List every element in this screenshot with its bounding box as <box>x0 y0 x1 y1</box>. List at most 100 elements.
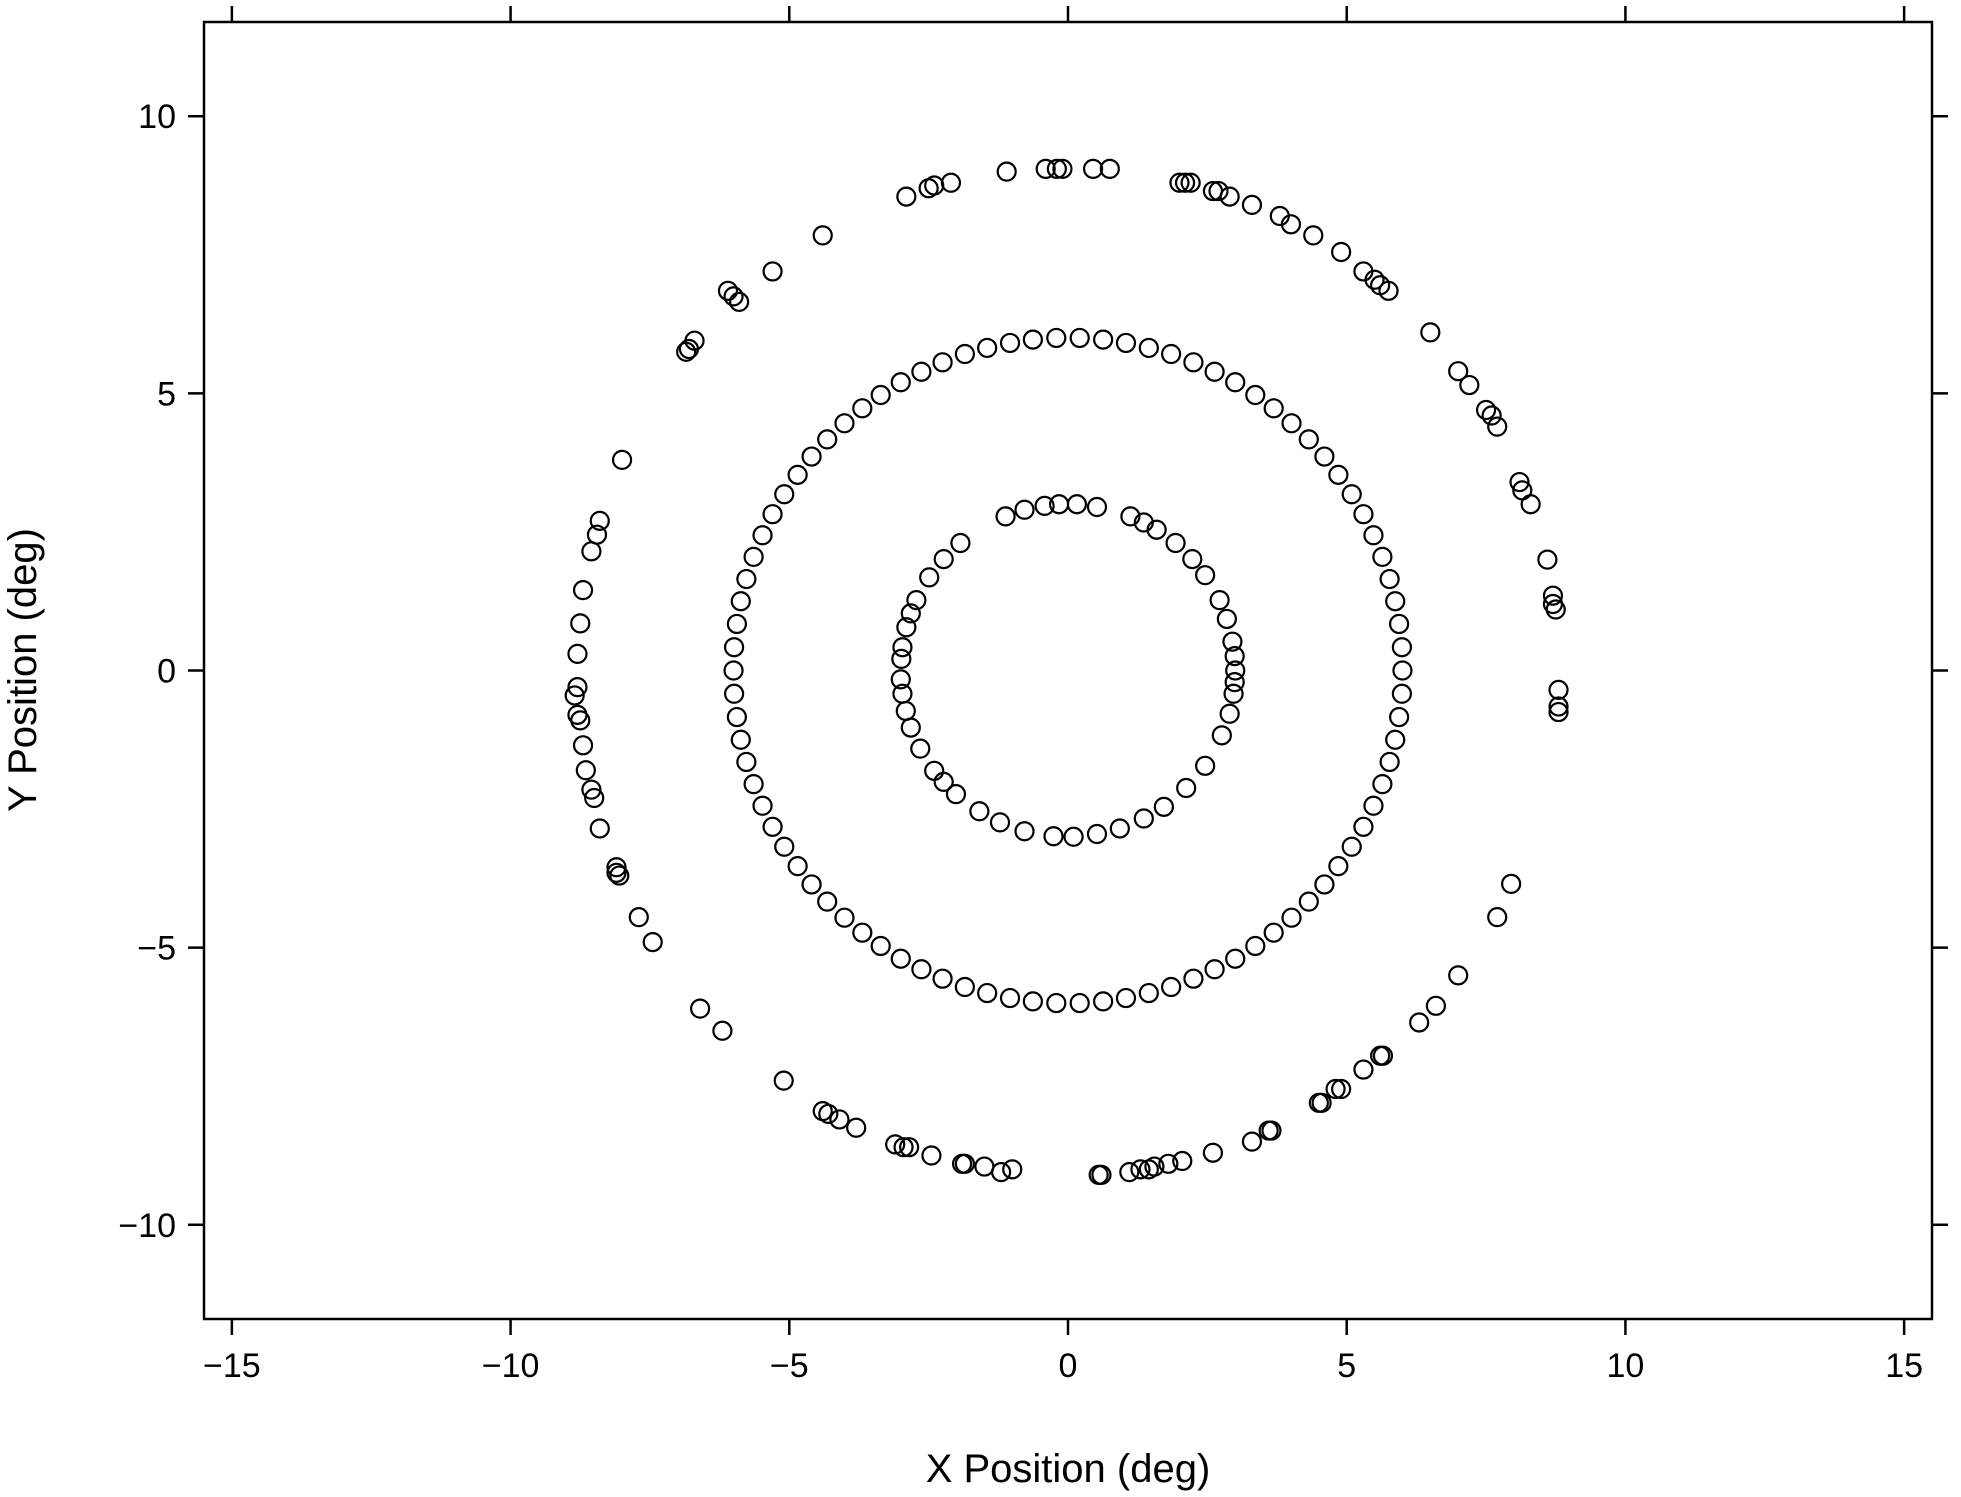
point <box>1425 995 1446 1016</box>
point <box>919 567 940 588</box>
x-tick-label: −5 <box>770 1347 809 1385</box>
point <box>642 931 663 953</box>
point <box>801 446 822 467</box>
point <box>730 591 751 612</box>
point <box>1176 777 1197 799</box>
point <box>999 987 1021 1009</box>
point <box>1509 471 1530 493</box>
point <box>1216 608 1237 630</box>
point <box>1138 337 1159 359</box>
point <box>924 175 945 196</box>
point <box>726 613 747 635</box>
point <box>812 225 833 246</box>
point <box>1225 372 1246 393</box>
point <box>1224 645 1245 667</box>
y-tick-label: 0 <box>157 653 176 691</box>
point <box>1034 495 1055 516</box>
point <box>1448 361 1469 382</box>
point <box>1035 158 1056 179</box>
point <box>1211 725 1232 746</box>
point <box>1353 1059 1374 1080</box>
point <box>736 568 757 590</box>
point <box>1052 158 1073 179</box>
point <box>817 891 838 912</box>
point <box>1487 907 1508 928</box>
point <box>954 976 975 998</box>
point <box>589 818 610 839</box>
point <box>911 361 932 382</box>
point <box>911 959 932 980</box>
point <box>1341 836 1362 857</box>
point <box>1182 548 1203 570</box>
point <box>1161 976 1182 998</box>
point <box>924 760 945 781</box>
point <box>893 1137 914 1158</box>
point <box>933 548 954 570</box>
point <box>712 1020 733 1041</box>
point <box>1224 672 1245 693</box>
point <box>1209 590 1230 611</box>
point <box>1153 796 1174 817</box>
point <box>1069 992 1090 1014</box>
point <box>567 643 588 664</box>
point <box>1298 429 1319 450</box>
point <box>1204 959 1225 980</box>
point <box>678 338 700 360</box>
point <box>606 857 627 878</box>
point <box>1548 701 1569 723</box>
point <box>910 738 931 759</box>
point <box>743 774 764 795</box>
point <box>1014 499 1035 520</box>
point <box>1280 214 1302 235</box>
point <box>690 998 711 1019</box>
point <box>900 717 921 738</box>
point <box>1086 823 1108 845</box>
point <box>1303 225 1324 246</box>
point <box>1409 1012 1430 1033</box>
point <box>730 729 751 750</box>
point <box>1120 506 1141 527</box>
point <box>1392 660 1413 681</box>
point <box>932 968 953 989</box>
x-tick-label: 15 <box>1885 1347 1923 1385</box>
point <box>1353 504 1374 525</box>
point <box>724 637 745 658</box>
point <box>829 1109 850 1130</box>
point <box>945 784 967 805</box>
point <box>1364 269 1385 290</box>
point <box>567 677 588 698</box>
point <box>1378 280 1399 301</box>
point <box>572 580 594 601</box>
point <box>834 413 855 434</box>
point <box>676 341 697 362</box>
point <box>762 504 783 525</box>
point <box>1014 821 1035 842</box>
point <box>891 648 912 669</box>
point <box>1545 599 1566 620</box>
point <box>1093 991 1114 1012</box>
point <box>1183 968 1204 989</box>
point <box>1158 1153 1179 1174</box>
point <box>1379 568 1400 590</box>
point <box>1537 549 1558 570</box>
point <box>999 332 1021 354</box>
point <box>1183 352 1204 373</box>
point <box>896 186 917 207</box>
point <box>991 1162 1012 1183</box>
point <box>1363 795 1384 816</box>
x-tick-label: 0 <box>1059 1347 1078 1385</box>
point <box>870 935 891 957</box>
point <box>906 590 927 611</box>
point <box>1225 660 1246 681</box>
point <box>1241 194 1263 216</box>
x-tick-label: −15 <box>203 1347 261 1385</box>
point <box>801 874 822 895</box>
point <box>1263 398 1284 419</box>
point <box>581 541 602 562</box>
point <box>1091 1164 1112 1185</box>
point <box>1169 172 1190 193</box>
point <box>1331 1078 1352 1100</box>
point <box>1372 774 1393 795</box>
point <box>933 771 954 793</box>
point <box>1082 158 1104 179</box>
